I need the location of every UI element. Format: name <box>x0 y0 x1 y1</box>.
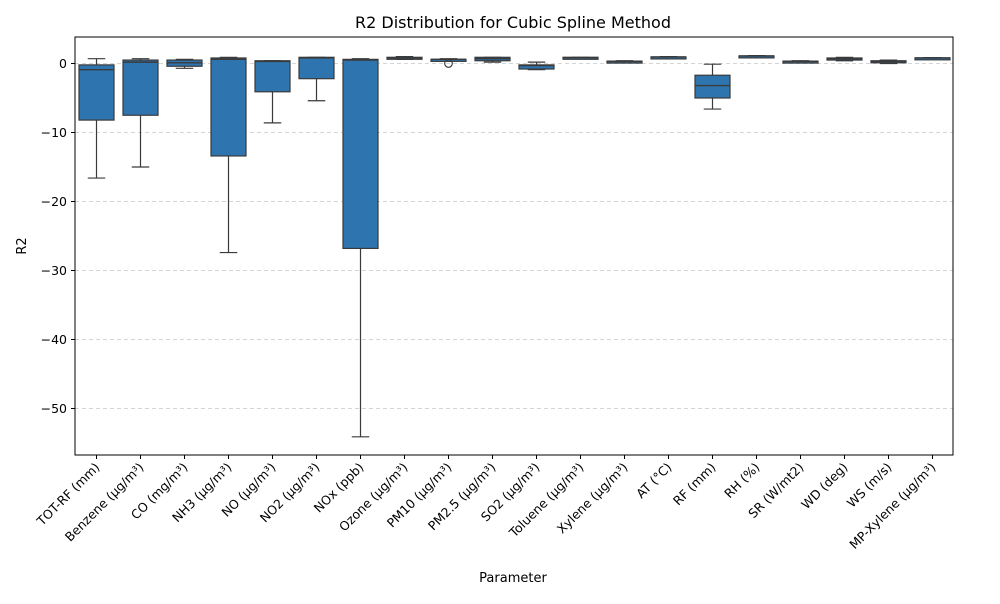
y-tick-label: −10 <box>41 125 67 140</box>
box-3 <box>166 58 203 69</box>
box-9 <box>430 58 467 68</box>
plot-area-frame <box>74 36 954 456</box>
iqr-box <box>342 58 379 250</box>
box-14 <box>650 55 687 60</box>
box-11 <box>518 61 555 71</box>
box-12 <box>562 56 599 60</box>
y-axis-ticks: 0 −10 −20 −30 −40 −50 <box>41 56 75 416</box>
y-tick-label: −40 <box>41 332 67 347</box>
box-5 <box>254 60 291 124</box>
box-18 <box>826 56 863 62</box>
outlier-point <box>444 59 453 68</box>
box-20 <box>914 57 951 61</box>
chart-title: R2 Distribution for Cubic Spline Method <box>355 13 671 32</box>
box-16 <box>738 54 775 59</box>
y-tick-label: −20 <box>41 194 67 209</box>
box-8 <box>386 55 423 60</box>
iqr-box <box>210 57 247 157</box>
box-10 <box>474 56 511 63</box>
box-6 <box>298 56 335 102</box>
y-tick-label: −50 <box>41 401 67 416</box>
box-7 <box>342 58 379 438</box>
box-4 <box>210 56 247 254</box>
box-15 <box>694 63 731 110</box>
box-17 <box>782 60 819 64</box>
box-13 <box>606 60 643 64</box>
box-1 <box>78 58 115 179</box>
y-tick-label: 0 <box>59 56 67 71</box>
y-axis-label: R2 <box>15 237 30 254</box>
boxes <box>78 54 951 438</box>
iqr-box <box>78 64 115 121</box>
x-axis-label: Parameter <box>479 571 547 586</box>
iqr-box <box>694 74 731 99</box>
iqr-box <box>254 60 291 93</box>
box-2 <box>122 58 159 168</box>
iqr-box <box>298 56 335 80</box>
box-19 <box>870 59 907 65</box>
y-tick-label: −30 <box>41 263 67 278</box>
iqr-box <box>122 59 159 116</box>
